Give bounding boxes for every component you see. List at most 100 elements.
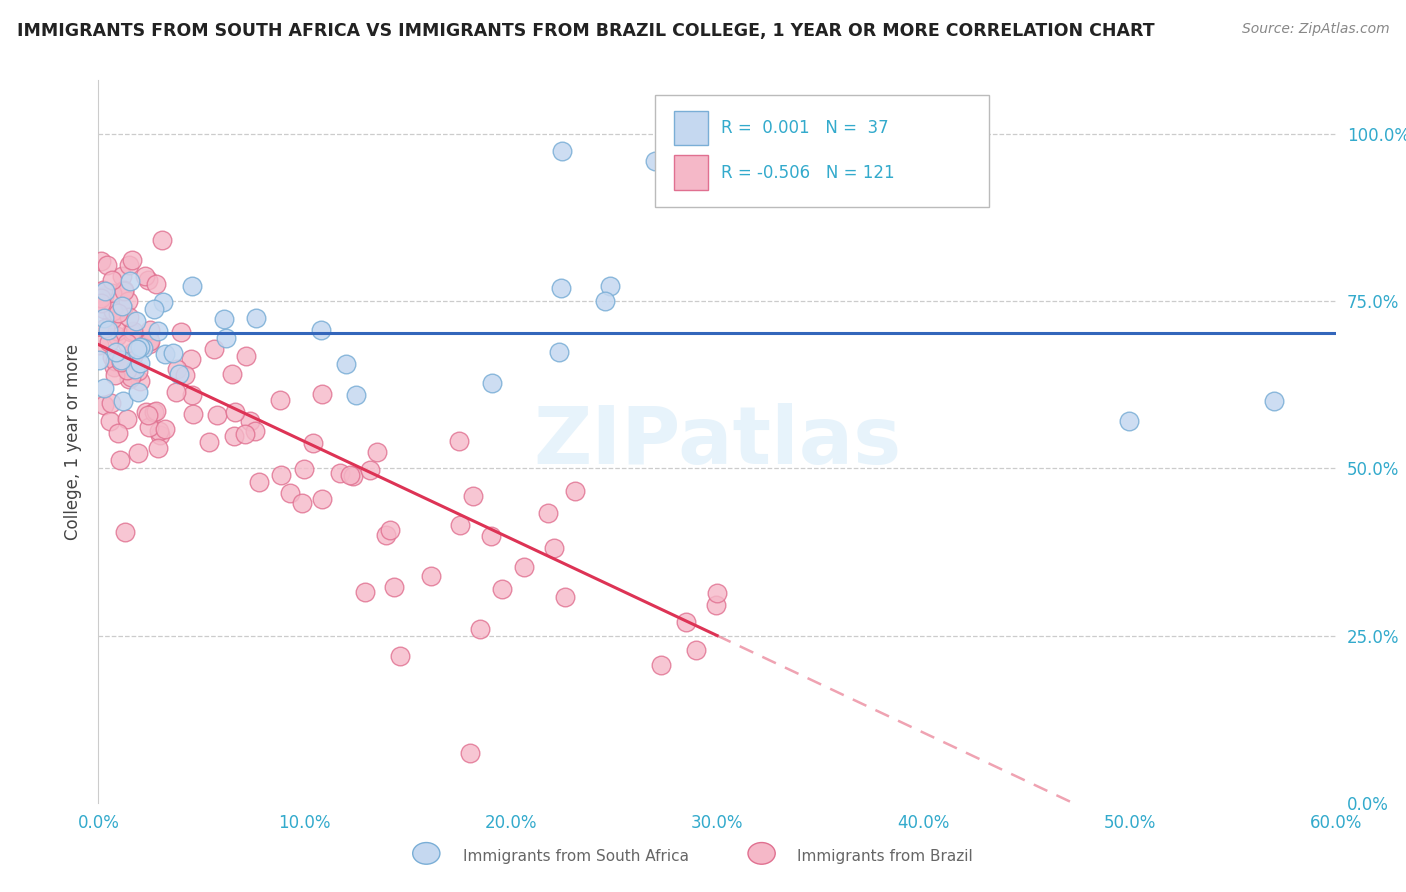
Point bbox=[239, 414, 262, 428]
Point bbox=[599, 278, 621, 293]
Text: Immigrants from Brazil: Immigrants from Brazil bbox=[797, 849, 973, 864]
Point bbox=[101, 312, 124, 326]
Point bbox=[110, 453, 132, 467]
Point bbox=[180, 388, 202, 402]
Text: Source: ZipAtlas.com: Source: ZipAtlas.com bbox=[1241, 22, 1389, 37]
Ellipse shape bbox=[413, 843, 440, 864]
Point bbox=[110, 353, 132, 368]
Point bbox=[554, 590, 576, 604]
Point bbox=[537, 506, 560, 520]
Point bbox=[353, 585, 375, 599]
Point bbox=[93, 285, 115, 299]
Point bbox=[128, 356, 150, 370]
Point bbox=[97, 334, 120, 349]
Point bbox=[100, 350, 122, 364]
Point bbox=[375, 527, 398, 541]
Point bbox=[117, 363, 139, 377]
Point bbox=[117, 310, 139, 324]
Point bbox=[685, 643, 707, 657]
Point bbox=[93, 302, 115, 317]
Point bbox=[93, 289, 115, 303]
Point bbox=[122, 349, 145, 363]
Point bbox=[221, 368, 243, 382]
Point bbox=[197, 435, 219, 450]
Point bbox=[104, 368, 127, 383]
Point bbox=[162, 345, 184, 359]
Point bbox=[96, 258, 118, 272]
Point bbox=[120, 325, 142, 339]
Point bbox=[449, 434, 471, 448]
Point bbox=[311, 386, 333, 401]
Point bbox=[125, 342, 148, 356]
Point bbox=[93, 398, 115, 412]
Point bbox=[551, 144, 574, 158]
Point bbox=[311, 491, 333, 506]
Bar bbox=[673, 111, 709, 145]
Point bbox=[111, 299, 134, 313]
Point bbox=[125, 314, 148, 328]
Point bbox=[134, 268, 156, 283]
Point bbox=[550, 281, 572, 295]
Point bbox=[107, 306, 129, 320]
Point bbox=[513, 560, 536, 574]
Point bbox=[114, 524, 136, 539]
Point bbox=[105, 345, 128, 359]
Text: R =  0.001   N =  37: R = 0.001 N = 37 bbox=[721, 119, 889, 137]
Point bbox=[461, 489, 484, 503]
Y-axis label: College, 1 year or more: College, 1 year or more bbox=[65, 343, 83, 540]
Point bbox=[90, 254, 112, 268]
Point bbox=[112, 284, 135, 298]
Point bbox=[202, 343, 225, 357]
Bar bbox=[673, 155, 709, 190]
Point bbox=[278, 486, 301, 500]
Point bbox=[233, 427, 256, 442]
Point bbox=[132, 341, 155, 355]
Point bbox=[103, 359, 125, 374]
Point bbox=[224, 429, 246, 443]
Point bbox=[138, 419, 160, 434]
Point bbox=[97, 323, 120, 337]
Point bbox=[93, 321, 115, 335]
Point bbox=[138, 323, 160, 337]
Point bbox=[292, 461, 315, 475]
Point bbox=[181, 407, 204, 421]
Point bbox=[205, 408, 228, 422]
Point bbox=[675, 615, 697, 630]
Point bbox=[145, 404, 167, 418]
Ellipse shape bbox=[748, 843, 775, 864]
Point bbox=[329, 467, 352, 481]
Point bbox=[153, 347, 176, 361]
Point bbox=[245, 310, 267, 325]
Point bbox=[148, 441, 170, 455]
Point bbox=[388, 649, 411, 664]
Point bbox=[706, 586, 728, 600]
Point bbox=[166, 362, 188, 376]
Point bbox=[115, 412, 138, 426]
Point bbox=[179, 352, 201, 367]
Point bbox=[120, 370, 142, 384]
Point bbox=[93, 381, 115, 395]
Point bbox=[449, 518, 471, 533]
Point bbox=[105, 324, 128, 338]
Point bbox=[139, 334, 162, 348]
Point bbox=[155, 421, 177, 435]
Point bbox=[593, 294, 616, 309]
Point bbox=[468, 622, 491, 636]
Text: R = -0.506   N = 121: R = -0.506 N = 121 bbox=[721, 164, 894, 182]
Point bbox=[121, 253, 143, 268]
Point bbox=[111, 301, 134, 316]
Point bbox=[87, 291, 110, 305]
Point bbox=[291, 496, 314, 510]
Point bbox=[543, 541, 565, 556]
Point bbox=[118, 274, 141, 288]
Point bbox=[117, 294, 139, 309]
Point bbox=[479, 529, 502, 543]
Point bbox=[148, 424, 170, 438]
Point bbox=[136, 409, 159, 423]
Point bbox=[243, 424, 266, 438]
Point bbox=[127, 385, 149, 400]
Point bbox=[359, 463, 381, 477]
Point bbox=[127, 446, 149, 460]
Point bbox=[104, 354, 127, 368]
Point bbox=[458, 746, 481, 760]
